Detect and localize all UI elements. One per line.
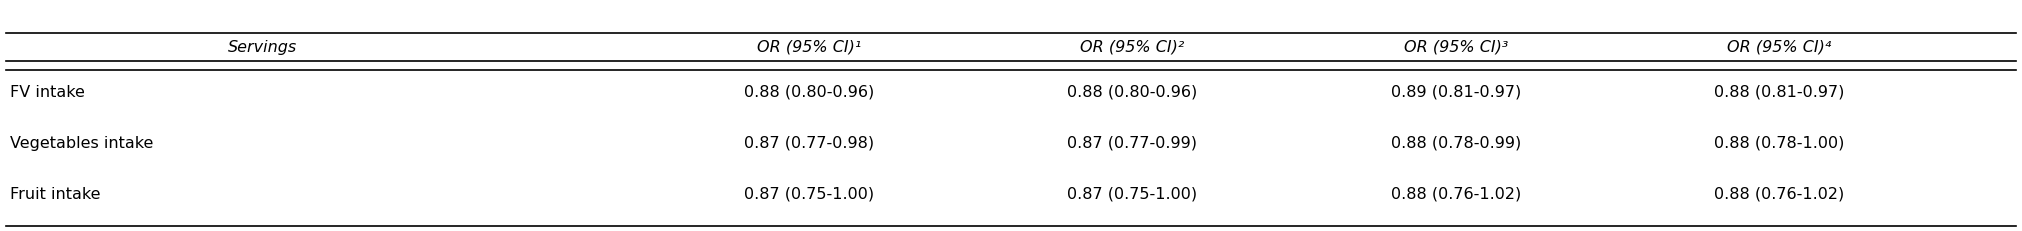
Text: 0.87 (0.77-0.99): 0.87 (0.77-0.99) (1068, 136, 1197, 151)
Text: 0.88 (0.80-0.96): 0.88 (0.80-0.96) (744, 85, 874, 100)
Text: Servings: Servings (228, 40, 297, 55)
Text: 0.88 (0.76-1.02): 0.88 (0.76-1.02) (1391, 187, 1521, 201)
Text: 0.88 (0.81-0.97): 0.88 (0.81-0.97) (1715, 85, 1844, 100)
Text: 0.87 (0.75-1.00): 0.87 (0.75-1.00) (744, 187, 874, 201)
Text: 0.88 (0.78-0.99): 0.88 (0.78-0.99) (1391, 136, 1521, 151)
Text: 0.87 (0.75-1.00): 0.87 (0.75-1.00) (1068, 187, 1197, 201)
Text: Fruit intake: Fruit intake (10, 187, 101, 201)
Text: Vegetables intake: Vegetables intake (10, 136, 154, 151)
Text: 0.87 (0.77-0.98): 0.87 (0.77-0.98) (744, 136, 874, 151)
Text: 0.88 (0.76-1.02): 0.88 (0.76-1.02) (1715, 187, 1844, 201)
Text: OR (95% CI)¹: OR (95% CI)¹ (756, 40, 861, 55)
Text: 0.89 (0.81-0.97): 0.89 (0.81-0.97) (1391, 85, 1521, 100)
Text: OR (95% CI)³: OR (95% CI)³ (1403, 40, 1508, 55)
Text: 0.88 (0.80-0.96): 0.88 (0.80-0.96) (1068, 85, 1197, 100)
Text: OR (95% CI)⁴: OR (95% CI)⁴ (1727, 40, 1832, 55)
Text: OR (95% CI)²: OR (95% CI)² (1080, 40, 1185, 55)
Text: FV intake: FV intake (10, 85, 85, 100)
Text: 0.88 (0.78-1.00): 0.88 (0.78-1.00) (1715, 136, 1844, 151)
